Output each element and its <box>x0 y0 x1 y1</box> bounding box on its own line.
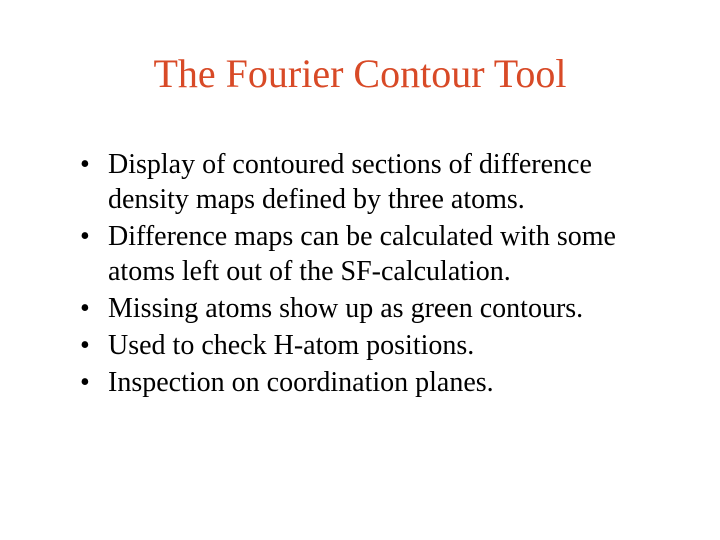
bullet-item: Missing atoms show up as green contours. <box>80 291 660 326</box>
bullet-list: Display of contoured sections of differe… <box>60 147 660 400</box>
bullet-item: Inspection on coordination planes. <box>80 365 660 400</box>
bullet-item: Display of contoured sections of differe… <box>80 147 660 217</box>
bullet-item: Used to check H-atom positions. <box>80 328 660 363</box>
slide-title: The Fourier Contour Tool <box>60 50 660 97</box>
bullet-item: Difference maps can be calculated with s… <box>80 219 660 289</box>
